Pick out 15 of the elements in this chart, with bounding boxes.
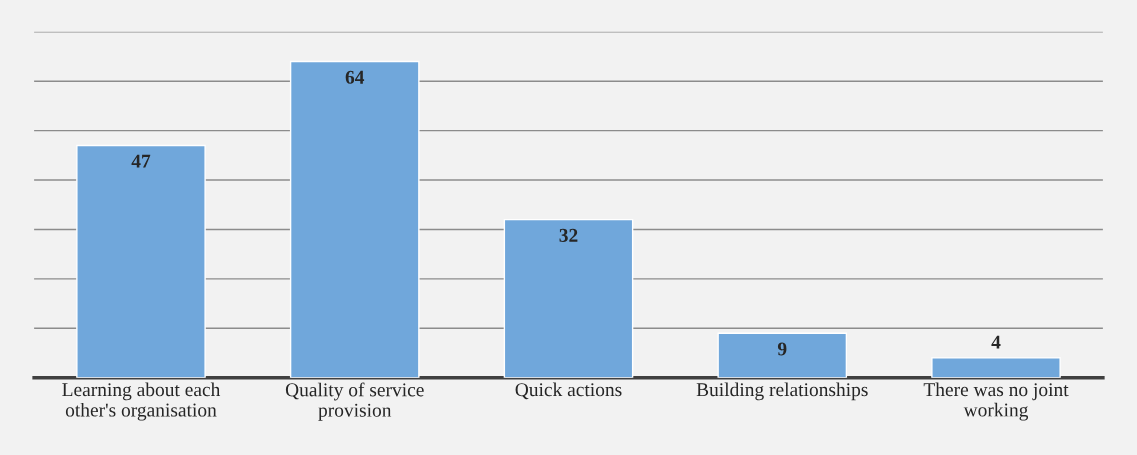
bar <box>76 144 206 378</box>
x-tick-label: Quick actions <box>515 382 622 400</box>
bar <box>717 332 848 378</box>
bar <box>289 60 420 378</box>
data-label: 32 <box>559 228 578 242</box>
data-label: 9 <box>777 342 787 356</box>
x-tick-label: Building relationships <box>696 382 868 401</box>
x-tick-label: There was no joint working <box>923 382 1069 421</box>
data-label: 4 <box>991 335 1001 349</box>
x-tick-label: Learning about each other's organisation <box>62 382 221 421</box>
bar <box>503 218 634 378</box>
data-label: 64 <box>345 70 365 84</box>
x-tick-label: Quality of service provision <box>285 382 424 421</box>
bar <box>931 357 1061 378</box>
data-label: 47 <box>131 154 151 168</box>
